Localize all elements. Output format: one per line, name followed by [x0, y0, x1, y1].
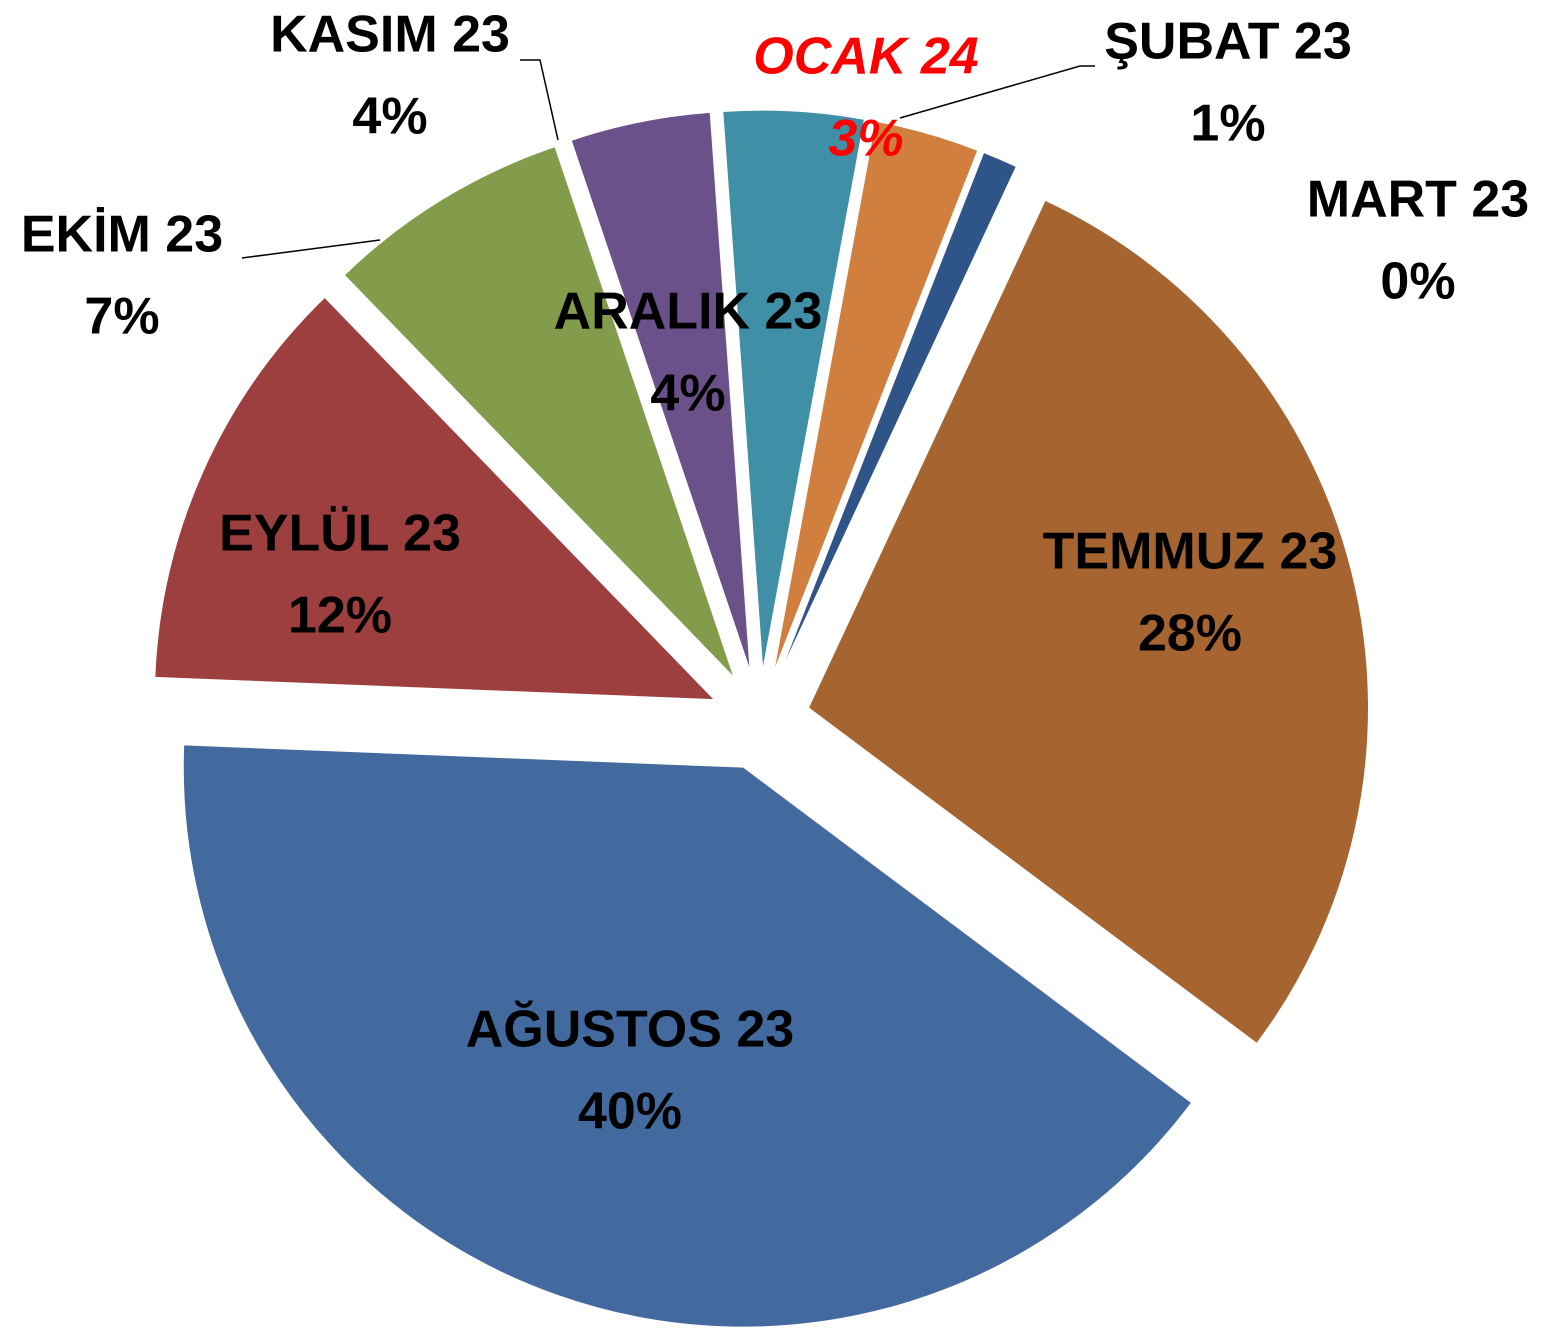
slice-value-label: 7% [84, 288, 159, 346]
pie-slice [343, 146, 735, 678]
pie-slice [182, 744, 1193, 1328]
pie-slice [722, 109, 865, 671]
slice-label: KASIM 23 [270, 6, 510, 64]
pie-slice [807, 199, 1369, 1045]
leader-line [241, 239, 381, 259]
slice-label: ŞUBAT 23 [1104, 13, 1352, 71]
leader-line [899, 65, 1095, 119]
slice-value-label: 4% [352, 88, 427, 146]
pie-slice [773, 120, 979, 673]
slice-value-label: 28% [1138, 605, 1242, 663]
slice-label: MART 23 [1307, 171, 1529, 229]
slice-label: EYLÜL 23 [219, 505, 461, 563]
pie-slice [779, 151, 1018, 675]
slice-label: ARALIK 23 [554, 283, 823, 341]
slice-value-label: 0% [1380, 253, 1455, 311]
leader-line [520, 59, 559, 141]
slice-value-label: 40% [578, 1083, 682, 1141]
slice-label: EKİM 23 [21, 206, 223, 264]
slice-value-label: 1% [1190, 95, 1265, 153]
pie-slice [154, 296, 716, 701]
slice-label: AĞUSTOS 23 [466, 1001, 794, 1059]
slice-value-label: 3% [828, 110, 903, 168]
slice-value-label: 4% [650, 365, 725, 423]
slice-label: TEMMUZ 23 [1043, 523, 1338, 581]
slice-value-label: 12% [288, 587, 392, 645]
slice-label: OCAK 24 [753, 28, 978, 86]
pie-slice [570, 111, 751, 672]
